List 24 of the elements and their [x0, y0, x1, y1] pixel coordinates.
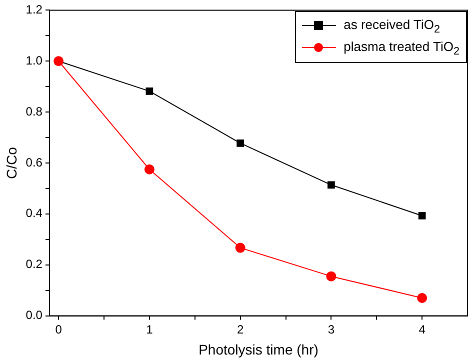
text: 0.0 [26, 308, 42, 322]
x-tick-label: 0 [55, 322, 62, 336]
legend-label: plasma treated TiO$_{2}$ [344, 38, 460, 58]
point [328, 181, 335, 189]
x-tick-label: 4 [418, 322, 426, 336]
y-tick-label: 0.4 [26, 206, 43, 220]
x-axis-title: Photolysis time (hr) [198, 341, 318, 358]
y-tick-label: 1.2 [26, 2, 43, 17]
point [236, 139, 244, 147]
x-tick-label: 2 [236, 322, 244, 336]
point [326, 271, 336, 282]
y-tick-label: 0.2 [26, 257, 43, 272]
x-tick-label: 1 [146, 322, 154, 336]
y-tick-label: 1.0 [26, 53, 43, 68]
y-axis-title: C/Co [3, 146, 20, 179]
y-tick-label: 0.6 [26, 155, 43, 170]
point [144, 164, 154, 174]
x-tick-label: 3 [328, 322, 335, 336]
point [417, 292, 428, 303]
point [418, 212, 426, 220]
y-tick-label: 0.8 [26, 104, 43, 118]
point [235, 242, 246, 253]
point [146, 88, 154, 95]
legend-label: as received TiO$_{2}$ [344, 16, 440, 36]
